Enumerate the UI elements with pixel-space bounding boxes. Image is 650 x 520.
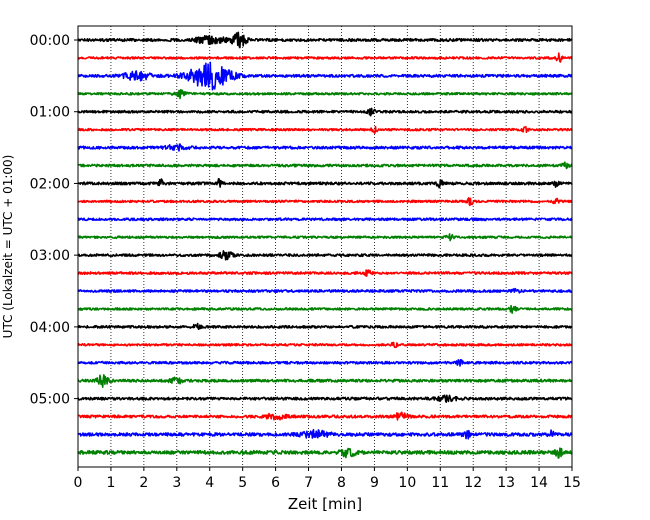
x-tick-label-7: 7	[304, 475, 313, 491]
y-axis-ticks: 00:00 01:00 02:00 03:00 04:00 05:00	[30, 33, 78, 408]
trace-0100	[77, 107, 573, 117]
trace-0045	[77, 89, 573, 100]
y-tick-label-02:00: 02:00	[30, 176, 70, 192]
y-tick-label-05:00: 05:00	[30, 392, 70, 408]
x-tick-label-14: 14	[530, 475, 548, 491]
y-tick-label-04:00: 04:00	[30, 320, 70, 336]
x-axis-label: Zeit [min]	[288, 495, 362, 513]
trace-0145	[77, 161, 573, 170]
trace-0130	[77, 143, 573, 152]
trace-0400	[77, 322, 573, 331]
x-tick-label-12: 12	[464, 475, 482, 491]
trace-0115	[77, 125, 573, 134]
trace-0430	[77, 359, 573, 367]
plot-frame	[77, 25, 573, 468]
trace-0515	[77, 411, 573, 421]
trace-0030	[77, 61, 573, 91]
trace-0415	[77, 341, 573, 349]
trace-0315	[77, 269, 573, 277]
x-tick-label-13: 13	[497, 475, 515, 491]
x-tick-label-5: 5	[238, 475, 247, 491]
trace-0345	[77, 304, 573, 314]
seismic-traces	[77, 31, 573, 459]
trace-0300	[77, 250, 573, 261]
y-tick-label-03:00: 03:00	[30, 248, 70, 264]
trace-0445	[77, 374, 573, 389]
trace-0530	[77, 428, 573, 440]
y-tick-label-00:00: 00:00	[30, 33, 70, 49]
x-tick-label-4: 4	[205, 475, 214, 491]
y-tick-label-01:00: 01:00	[30, 105, 70, 121]
trace-0230	[77, 217, 573, 222]
trace-0245	[77, 233, 573, 242]
x-tick-label-10: 10	[398, 475, 416, 491]
x-tick-label-11: 11	[431, 475, 449, 491]
trace-0000	[77, 31, 573, 49]
trace-0200	[77, 177, 573, 189]
trace-0545	[77, 447, 573, 459]
x-tick-label-9: 9	[370, 475, 379, 491]
x-tick-label-3: 3	[172, 475, 181, 491]
x-tick-label-1: 1	[106, 475, 115, 491]
x-tick-label-2: 2	[139, 475, 148, 491]
y-axis-label: UTC (Lokalzeit = UTC + 01:00)	[1, 155, 15, 339]
trace-0500	[77, 394, 573, 403]
x-tick-label-15: 15	[563, 475, 581, 491]
x-axis-ticks: 0 1 2 3 4 5 6 7 8 9 10 11 12 13 14 15	[74, 467, 581, 491]
x-tick-label-8: 8	[337, 475, 346, 491]
trace-0330	[77, 287, 573, 294]
trace-0015	[77, 52, 573, 63]
x-tick-label-6: 6	[271, 475, 280, 491]
trace-0215	[77, 197, 573, 207]
x-tick-label-0: 0	[74, 475, 83, 491]
